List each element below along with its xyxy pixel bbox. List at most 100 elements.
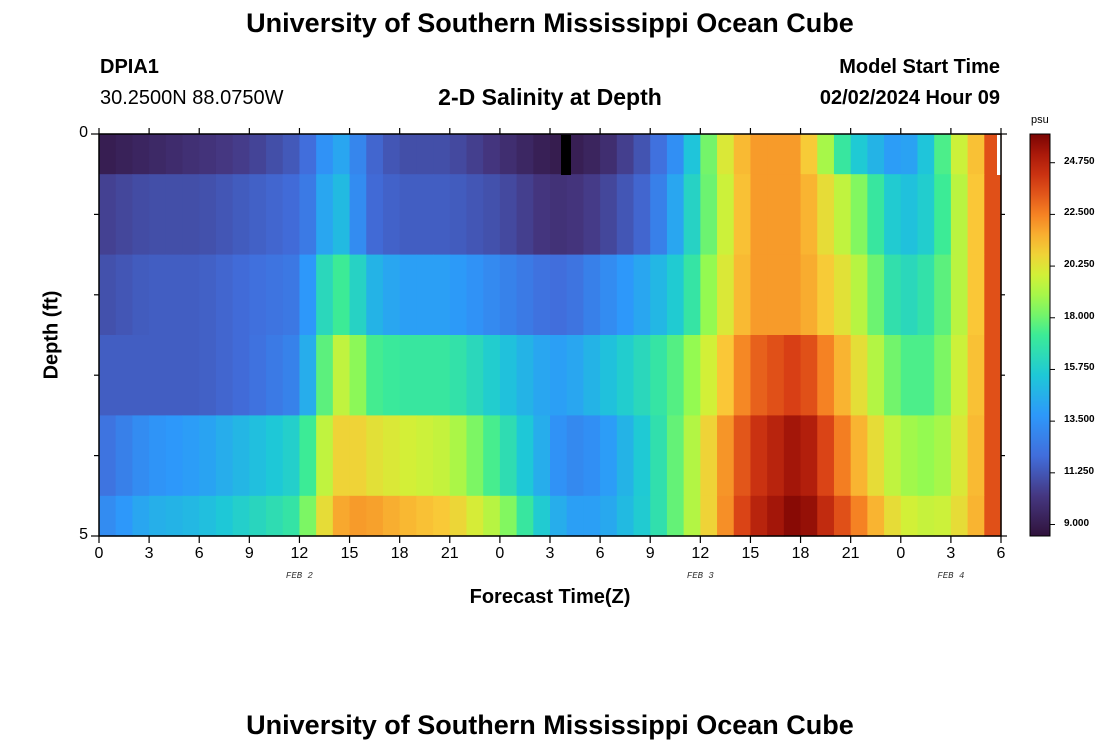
heatmap-cell	[399, 134, 417, 175]
heatmap-cell	[382, 415, 401, 497]
heatmap-cell	[449, 415, 468, 497]
heatmap-cell	[967, 495, 985, 537]
heatmap-cell	[182, 495, 200, 537]
heatmap-cell	[366, 415, 384, 497]
heatmap-cell	[633, 495, 651, 537]
heatmap-cell	[299, 335, 317, 416]
heatmap-cell	[700, 134, 718, 175]
heatmap-cell	[833, 254, 852, 336]
heatmap-cell	[600, 415, 618, 497]
heatmap-cell	[900, 174, 919, 256]
heatmap-cell	[165, 415, 184, 497]
heatmap-cell	[316, 495, 334, 537]
heatmap-cell	[266, 415, 284, 497]
heatmap-cell	[299, 134, 317, 175]
heatmap-cell	[99, 174, 117, 256]
heatmap-cell	[215, 254, 234, 336]
heatmap-cell	[266, 134, 284, 175]
colorbar	[1029, 133, 1055, 537]
heatmap-cell	[934, 415, 952, 497]
heatmap-cell	[516, 335, 534, 416]
x-tick-label: 6	[194, 545, 204, 562]
plot-title: 2-D Salinity at Depth	[438, 84, 662, 110]
heatmap-cell	[316, 415, 334, 497]
date-label: FEB 3	[686, 571, 714, 581]
heatmap-cell	[282, 254, 301, 336]
heatmap-cell	[850, 174, 868, 256]
model-start-value: 02/02/2024 Hour 09	[819, 87, 1000, 109]
heatmap-cell	[666, 174, 685, 256]
heatmap-cell	[666, 254, 685, 336]
heatmap-cell	[115, 174, 133, 256]
heatmap-cell	[683, 335, 701, 416]
date-label: FEB 4	[937, 571, 965, 581]
heatmap-cell	[332, 174, 351, 256]
x-tick-label: 6	[996, 545, 1006, 562]
heatmap-cell	[115, 254, 133, 336]
heatmap-cell	[149, 495, 167, 537]
heatmap-cell	[867, 254, 885, 336]
heatmap-cell	[332, 415, 351, 497]
x-tick-label: 0	[94, 545, 104, 562]
heatmap-cell	[382, 174, 401, 256]
heatmap-cell	[165, 174, 184, 256]
heatmap-cell	[884, 335, 902, 416]
heatmap-cell	[616, 174, 635, 256]
x-tick-label: 3	[144, 545, 154, 562]
heatmap-cell	[884, 495, 902, 537]
heatmap-cell	[984, 495, 1002, 537]
heatmap-cell	[516, 134, 534, 175]
heatmap-cell	[232, 254, 250, 336]
heatmap-cell	[950, 174, 969, 256]
heatmap-cell	[717, 254, 735, 336]
heatmap-cell	[700, 495, 718, 537]
heatmap-cell	[800, 495, 818, 537]
heatmap-cell	[917, 335, 935, 416]
heatmap-cell	[249, 335, 267, 416]
heatmap-cell	[850, 415, 868, 497]
heatmap-cell	[550, 335, 568, 416]
heatmap-cell	[366, 335, 384, 416]
x-tick-label: 3	[545, 545, 555, 562]
heatmap-cell	[666, 335, 685, 416]
heatmap-cell	[232, 134, 250, 175]
heatmap-cell	[600, 335, 618, 416]
heatmap-cell	[132, 134, 150, 175]
heatmap-cell	[867, 415, 885, 497]
heatmap-cell	[149, 254, 167, 336]
heatmap-cell	[99, 134, 117, 175]
heatmap-cell	[884, 134, 902, 175]
heatmap-cell	[449, 495, 468, 537]
heatmap-cell	[700, 174, 718, 256]
heatmap-cell	[132, 415, 150, 497]
heatmap-cell	[215, 495, 234, 537]
heatmap-cell	[99, 495, 117, 537]
heatmap-cell	[717, 335, 735, 416]
missing-data-marker	[561, 135, 571, 175]
colorbar-gradient	[1029, 133, 1051, 537]
heatmap-cell	[316, 174, 334, 256]
heatmap-cell	[516, 254, 534, 336]
model-start-label: Model Start Time	[839, 56, 1000, 78]
heatmap-cell	[165, 254, 184, 336]
date-label: FEB 2	[285, 571, 313, 581]
heatmap-cell	[616, 134, 635, 175]
colorbar-tick-label: 20.250	[1064, 259, 1095, 271]
heatmap-cell	[566, 174, 584, 256]
x-tick-label: 21	[440, 545, 459, 562]
heatmap-cell	[783, 134, 802, 175]
heatmap-cell	[817, 415, 835, 497]
heatmap-cell	[733, 174, 752, 256]
heatmap-cell	[583, 335, 601, 416]
heatmap-cell	[566, 415, 584, 497]
main-title: University of Southern Mississippi Ocean…	[246, 8, 854, 38]
heatmap-cell	[282, 134, 301, 175]
heatmap-cell	[934, 335, 952, 416]
heatmap-cell	[967, 254, 985, 336]
heatmap-cell	[934, 134, 952, 175]
heatmap-cell	[950, 415, 969, 497]
heatmap-cell	[433, 174, 451, 256]
heatmap-cell	[433, 495, 451, 537]
y-tick-label: 0	[79, 124, 88, 141]
heatmap-cell	[833, 415, 852, 497]
